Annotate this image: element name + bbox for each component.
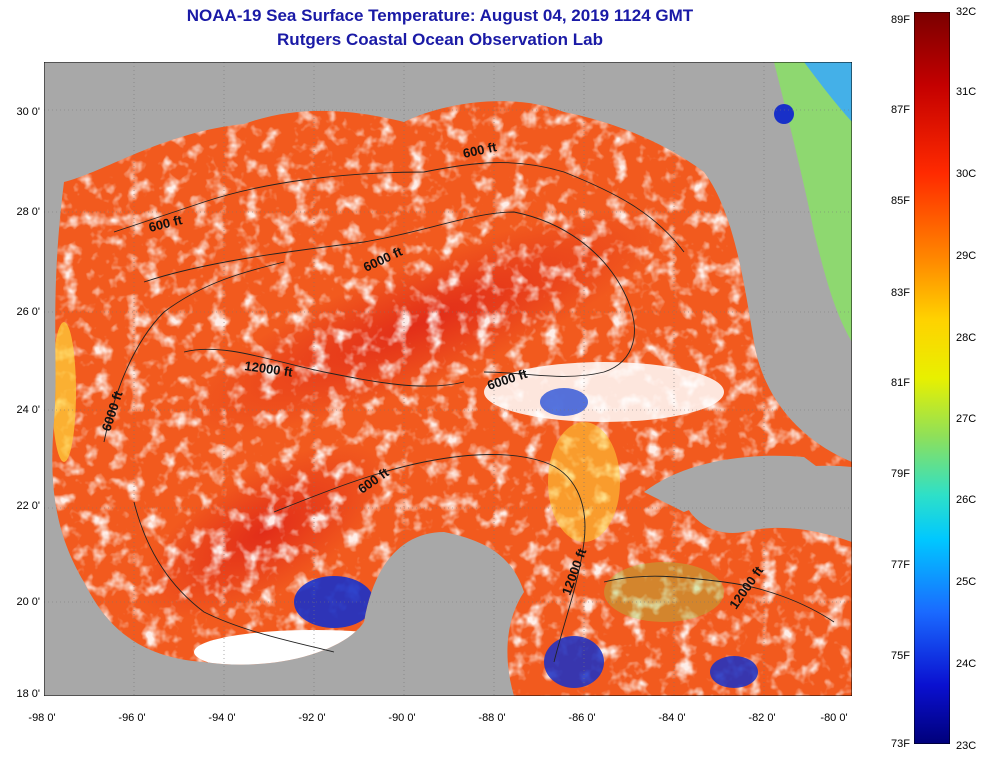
temperature-colorbar [914, 12, 950, 744]
celsius-label: 30C [956, 168, 977, 180]
lat-label: 26 0' [16, 306, 40, 318]
lat-label: 20 0' [16, 596, 40, 608]
lon-label: -84 0' [658, 712, 686, 724]
celsius-label: 25C [956, 576, 977, 588]
celsius-label: 32C [956, 6, 977, 18]
lon-label: -86 0' [568, 712, 596, 724]
fahrenheit-label: 85F [891, 195, 910, 207]
celsius-label: 27C [956, 413, 977, 425]
celsius-label: 29C [956, 250, 977, 262]
lon-label: -94 0' [208, 712, 236, 724]
grid-lines [44, 62, 852, 696]
fahrenheit-label: 81F [891, 377, 910, 389]
fahrenheit-label: 77F [891, 559, 910, 571]
map-title: NOAA-19 Sea Surface Temperature: August … [186, 6, 694, 25]
fahrenheit-label: 79F [891, 468, 910, 480]
lat-label: 24 0' [16, 404, 40, 416]
lon-label: -92 0' [298, 712, 326, 724]
fahrenheit-label: 87F [891, 104, 910, 116]
contour-label: 600 ft [462, 139, 499, 161]
sst-map: 600 ft 600 ft 6000 ft 12000 ft 6000 ft 6… [44, 62, 852, 696]
celsius-label: 31C [956, 86, 977, 98]
lon-label: -80 0' [820, 712, 848, 724]
bathymetry-contours [103, 162, 835, 663]
fahrenheit-label: 89F [891, 14, 910, 26]
map-subtitle: Rutgers Coastal Ocean Observation Lab [277, 30, 603, 49]
fahrenheit-label: 75F [891, 650, 910, 662]
celsius-label: 26C [956, 494, 977, 506]
contour-label: 12000 ft [244, 358, 295, 380]
lat-label: 30 0' [16, 106, 40, 118]
fahrenheit-label: 83F [891, 287, 910, 299]
celsius-label: 28C [956, 332, 977, 344]
celsius-label: 23C [956, 740, 977, 752]
florida-peninsula [774, 62, 852, 342]
lon-label: -98 0' [28, 712, 56, 724]
lon-label: -96 0' [118, 712, 146, 724]
celsius-label: 24C [956, 658, 977, 670]
cuba-land [644, 455, 824, 512]
lat-label: 18 0' [16, 688, 40, 700]
lon-label: -90 0' [388, 712, 416, 724]
lon-label: -82 0' [748, 712, 776, 724]
fahrenheit-label: 73F [891, 738, 910, 750]
lat-label: 28 0' [16, 206, 40, 218]
lat-label: 22 0' [16, 500, 40, 512]
lon-label: -88 0' [478, 712, 506, 724]
